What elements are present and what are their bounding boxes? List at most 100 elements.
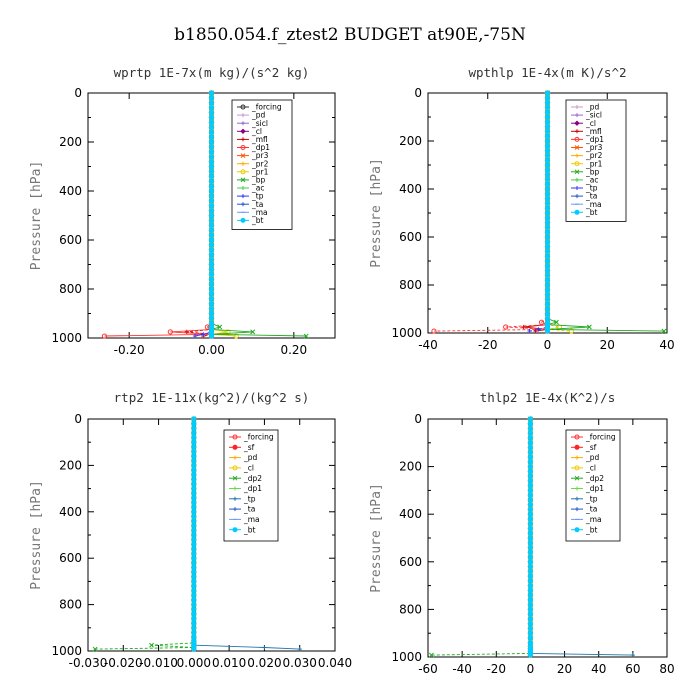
marker-circle — [225, 329, 231, 335]
series-dp2 — [428, 416, 533, 658]
marker-star — [544, 220, 551, 226]
y-tick-label: 0 — [74, 412, 82, 426]
legend-label: _tp — [243, 494, 256, 503]
marker-x — [240, 177, 246, 183]
marker-star — [208, 266, 215, 272]
marker-star — [208, 100, 215, 106]
marker-star — [208, 291, 215, 297]
legend-label: _ta — [243, 505, 255, 514]
x-tick-label: 0.030 — [283, 656, 317, 670]
marker-star — [191, 602, 197, 608]
legend-label: _sicl — [251, 119, 268, 128]
marker-star — [527, 468, 534, 474]
marker-star — [191, 518, 197, 524]
series-line — [431, 419, 531, 656]
legend-label: _sf — [243, 443, 255, 452]
panel-rtp2: rtp2 1E-11x(kg^2)/(kg^2 s) Pressure [hPa]… — [29, 390, 352, 670]
marker-star — [527, 444, 534, 451]
marker-star — [191, 606, 197, 612]
marker-star — [527, 440, 534, 446]
series-group — [92, 416, 302, 652]
marker-star — [232, 444, 238, 450]
marker-star — [527, 525, 534, 532]
legend: _forcing_pd_sicl_cl_mfl_dp1_pr3_pr2_pr1_… — [231, 99, 293, 230]
marker-star — [208, 149, 215, 155]
marker-star — [208, 217, 215, 223]
x-tick-label: 0 — [544, 338, 552, 352]
marker-star — [208, 252, 215, 258]
plot-frame — [87, 418, 336, 652]
marker-star — [527, 563, 534, 570]
x-tick-label: 0.00 — [198, 343, 225, 357]
marker-star — [544, 311, 551, 317]
marker-star — [527, 530, 534, 536]
x-tick-label: 0 — [527, 662, 535, 676]
marker-star — [527, 621, 534, 627]
marker-star — [527, 521, 534, 527]
x-tick-label: 0.010 — [212, 656, 246, 670]
marker-star — [527, 540, 534, 546]
marker-star — [191, 504, 197, 510]
marker-circle — [167, 329, 173, 335]
marker-star — [544, 292, 551, 298]
marker-circle — [574, 465, 580, 471]
marker-star — [191, 532, 197, 538]
marker-star — [544, 90, 551, 96]
marker-star — [208, 134, 215, 140]
x-tick-label: 20 — [600, 338, 615, 352]
marker-star — [208, 139, 215, 145]
legend-label: _ma — [251, 208, 268, 217]
legend-label: _ma — [243, 515, 260, 524]
legend-label: _cl — [243, 464, 254, 473]
plot-frame — [427, 418, 668, 658]
marker-star — [544, 301, 551, 307]
legend-label: _dp2 — [585, 474, 604, 483]
marker-star — [208, 95, 215, 101]
marker-star — [191, 448, 197, 455]
marker-star — [527, 425, 534, 432]
marker-star — [544, 196, 551, 202]
marker-star — [544, 119, 551, 125]
marker-star — [208, 286, 215, 292]
y-tick-label: 1000 — [51, 644, 82, 658]
marker-star — [191, 509, 197, 515]
marker-star — [208, 227, 215, 233]
marker-star — [527, 559, 534, 565]
marker-x — [428, 652, 434, 658]
y-tick-label: 400 — [399, 507, 422, 521]
marker-star — [208, 257, 215, 263]
legend-label: _dp2 — [243, 474, 262, 483]
series-line — [523, 93, 548, 332]
marker-star — [527, 616, 534, 622]
marker-star — [191, 527, 197, 533]
series-group — [101, 90, 309, 339]
legend-label: _bp — [251, 176, 266, 185]
marker-star — [208, 306, 215, 312]
marker-star — [527, 473, 534, 479]
marker-star — [191, 476, 197, 482]
marker-star — [191, 541, 197, 547]
marker-star — [527, 635, 534, 641]
marker-star — [544, 143, 551, 149]
marker-star — [527, 497, 534, 503]
marker-star — [527, 625, 534, 632]
legend-label: _dp1 — [243, 484, 262, 493]
legend-label: _bt — [585, 208, 598, 217]
marker-circle — [431, 328, 437, 334]
marker-star — [544, 215, 551, 221]
marker-star — [208, 110, 215, 116]
marker-star — [191, 620, 197, 626]
marker-star — [527, 573, 534, 579]
marker-circle — [538, 319, 545, 325]
y-tick-label: 600 — [399, 230, 422, 244]
legend-label: _ma — [585, 200, 602, 209]
x-tick-label: 60 — [625, 662, 640, 676]
marker-star — [208, 247, 215, 253]
marker-star — [208, 105, 215, 111]
series-line — [95, 419, 195, 650]
marker-star — [527, 592, 534, 598]
marker-star — [191, 523, 197, 529]
marker-star — [544, 191, 551, 197]
x-tick-label: -60 — [418, 662, 438, 676]
panel-wprtp: wprtp 1E-7x(m kg)/(s^2 kg) Pressure [hPa]… — [29, 65, 336, 357]
